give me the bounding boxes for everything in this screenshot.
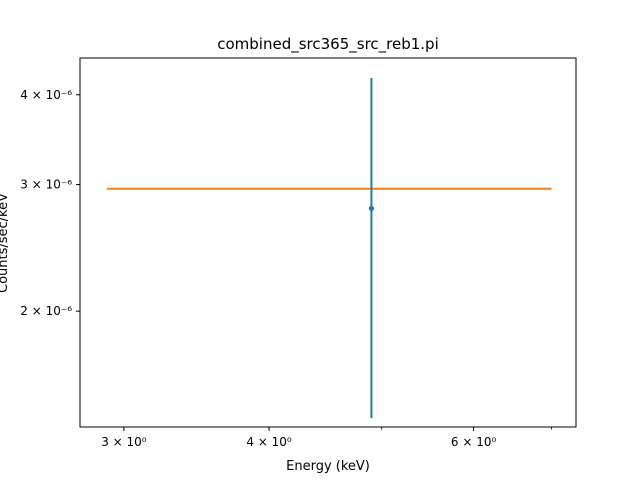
x-axis-label: Energy (keV) <box>286 459 370 474</box>
x-tick-label: 6 × 10⁰ <box>451 435 497 449</box>
y-tick-label: 3 × 10⁻⁶ <box>20 178 72 192</box>
x-tick-label: 4 × 10⁰ <box>246 435 292 449</box>
x-tick-label: 3 × 10⁰ <box>101 435 147 449</box>
y-tick-label: 2 × 10⁻⁶ <box>20 304 72 318</box>
y-axis-ticks: 2 × 10⁻⁶ 3 × 10⁻⁶ 4 × 10⁻⁶ <box>20 88 80 318</box>
y-tick-label: 4 × 10⁻⁶ <box>20 88 72 102</box>
plot-series <box>106 78 552 419</box>
x-axis-ticks: 3 × 10⁰ 4 × 10⁰ 6 × 10⁰ <box>101 427 552 449</box>
data-point <box>368 205 375 211</box>
chart-title: combined_src365_src_reb1.pi <box>217 35 439 54</box>
plot-frame <box>79 57 577 428</box>
y-axis-label: Counts/sec/keV <box>0 193 11 293</box>
